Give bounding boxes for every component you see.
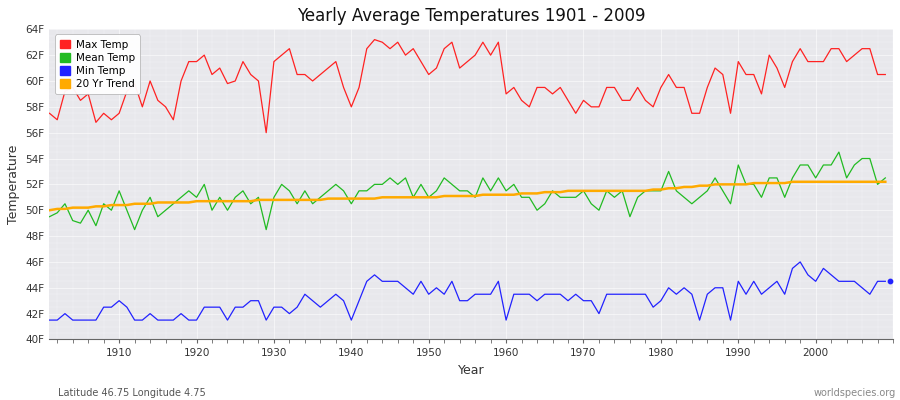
Text: worldspecies.org: worldspecies.org	[814, 388, 896, 398]
Point	[883, 278, 897, 284]
X-axis label: Year: Year	[458, 364, 484, 377]
Y-axis label: Temperature: Temperature	[7, 145, 20, 224]
Text: Latitude 46.75 Longitude 4.75: Latitude 46.75 Longitude 4.75	[58, 388, 206, 398]
Title: Yearly Average Temperatures 1901 - 2009: Yearly Average Temperatures 1901 - 2009	[297, 7, 645, 25]
Legend: Max Temp, Mean Temp, Min Temp, 20 Yr Trend: Max Temp, Mean Temp, Min Temp, 20 Yr Tre…	[55, 34, 140, 94]
